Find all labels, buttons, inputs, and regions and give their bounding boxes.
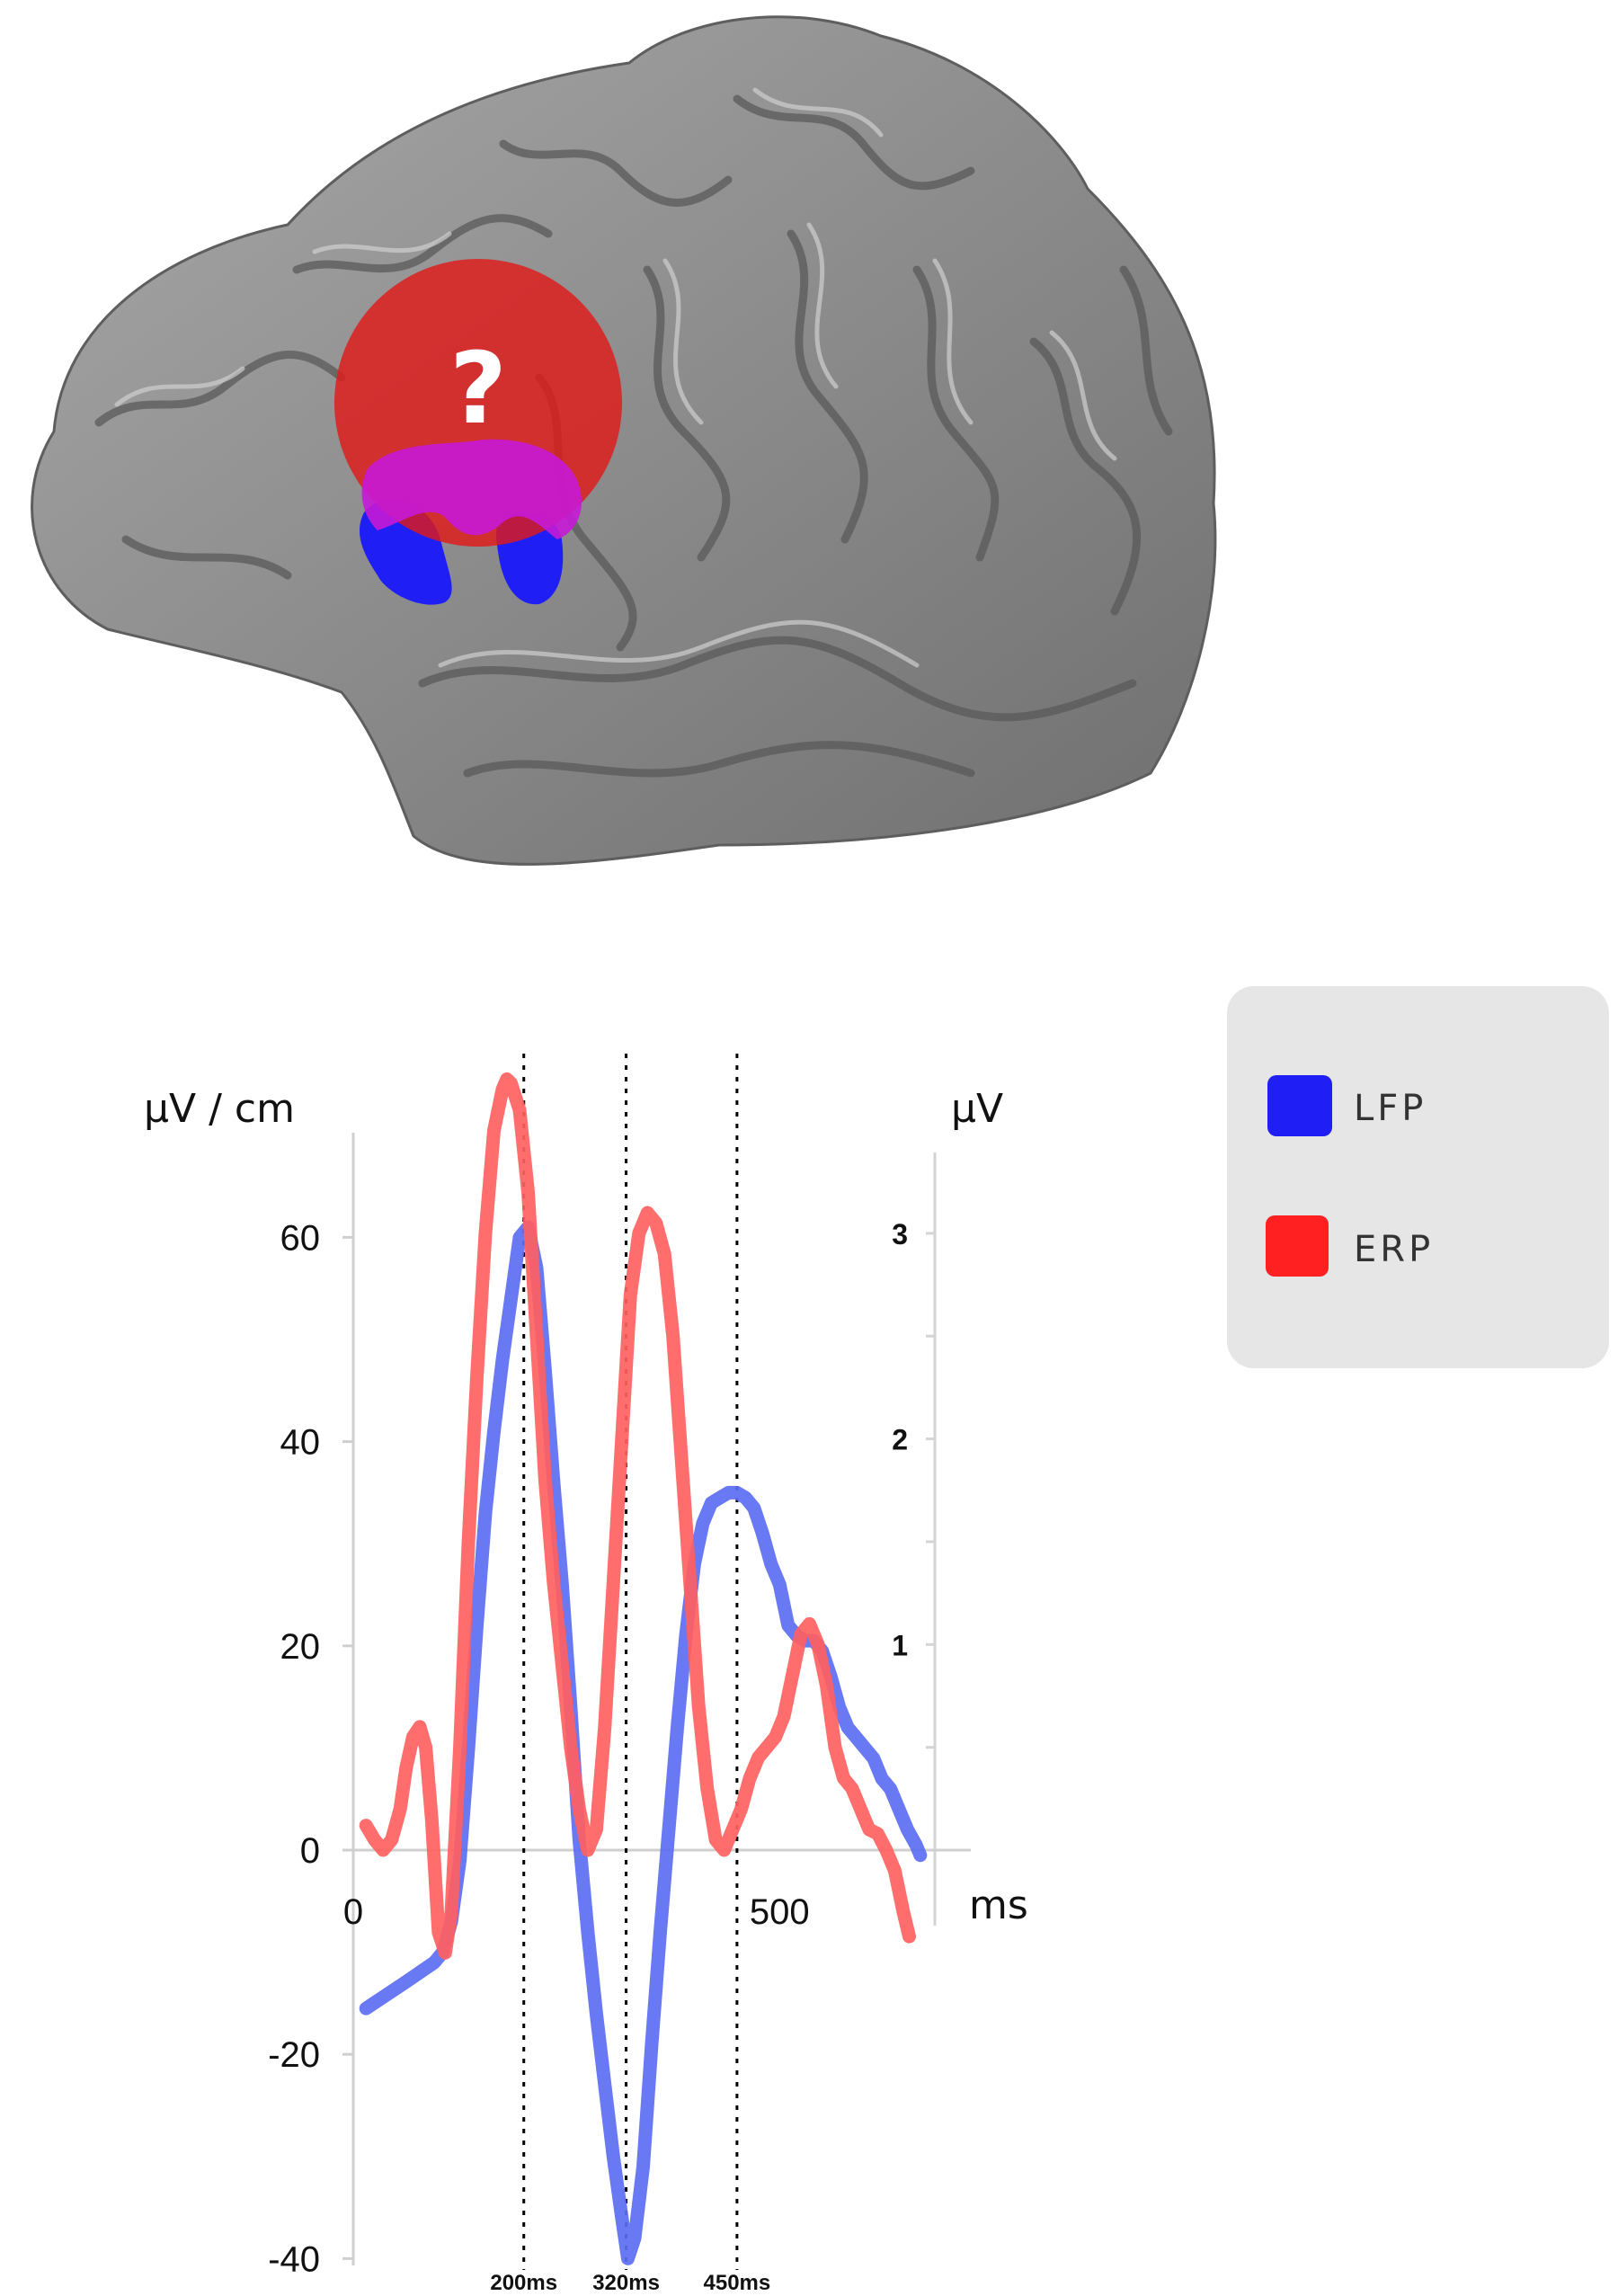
y-axis-left-label: µV / cm (144, 1086, 295, 1132)
series-line-erp (359, 1072, 916, 1960)
y-right-tick-label: 2 (892, 1424, 908, 1456)
y-right-tick-label: 1 (892, 1629, 908, 1661)
time-marker-label: 200ms (490, 2271, 557, 2295)
y-left-tick-label: 0 (300, 1831, 320, 1871)
x-axis-unit-label: ms (969, 1882, 1028, 1928)
legend-swatch-lfp (1267, 1075, 1332, 1136)
x-tick-label: 0 (343, 1892, 363, 1932)
chart: 200ms 320ms 450ms µV / cm µV ms 6040200-20… (144, 1054, 1028, 2295)
legend-label-erp: ERP (1354, 1229, 1434, 1270)
x-tick-label: 500 (750, 1892, 810, 1932)
brain-surface-image: ? (31, 15, 1217, 866)
series-line-lfp (359, 1220, 928, 2265)
legend-box (1227, 986, 1609, 1368)
y-left-tick-label: 20 (280, 1627, 321, 1667)
legend-label-lfp: LFP (1354, 1088, 1427, 1129)
time-marker-label: 320ms (592, 2271, 660, 2295)
y-axis-right-label: µV (951, 1086, 1003, 1132)
y-right-tick-label: 3 (892, 1218, 908, 1250)
y-left-tick-label: 60 (280, 1218, 321, 1258)
y-left-tick-label: 40 (280, 1423, 321, 1463)
time-marker-label: 450ms (704, 2271, 771, 2295)
legend-swatch-erp (1266, 1215, 1329, 1277)
y-left-tick-label: -40 (268, 2239, 320, 2279)
annotation-question-mark: ? (449, 331, 507, 446)
legend: LFP ERP (1227, 986, 1609, 1368)
y-left-tick-label: -20 (268, 2035, 320, 2075)
